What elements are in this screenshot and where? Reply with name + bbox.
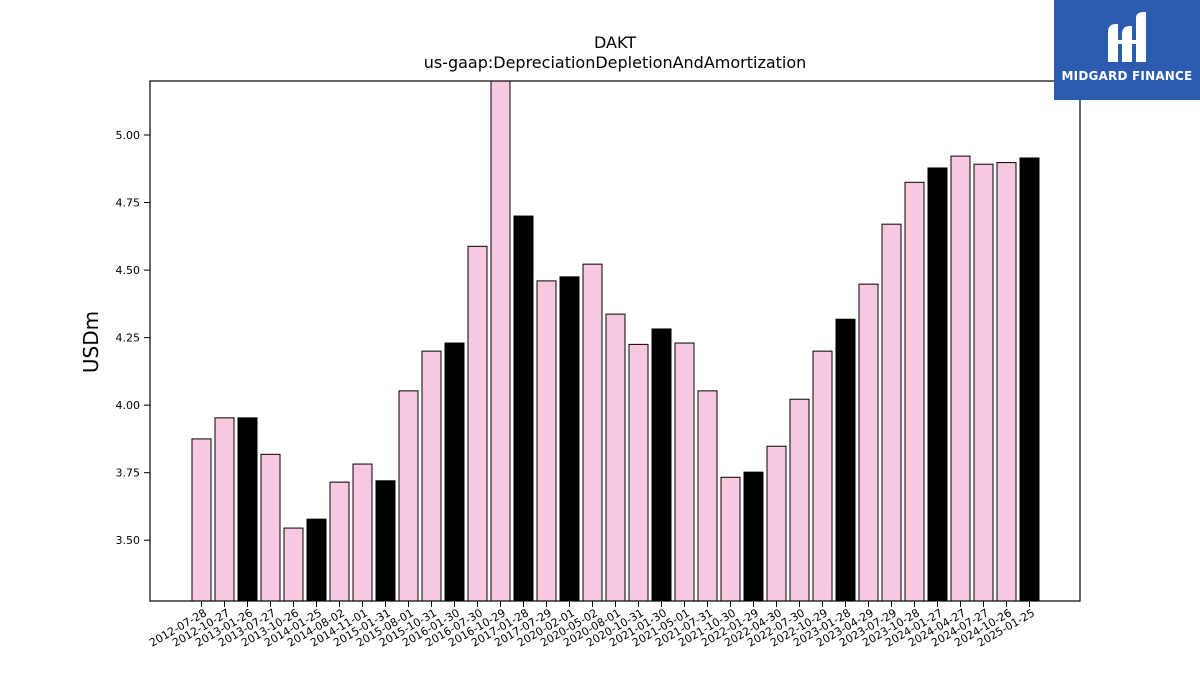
bar bbox=[812, 350, 833, 602]
bar bbox=[996, 162, 1017, 602]
bar bbox=[605, 313, 626, 602]
bar bbox=[536, 280, 557, 602]
bar bbox=[352, 463, 373, 602]
bar bbox=[674, 342, 695, 602]
bar bbox=[973, 163, 994, 602]
bar bbox=[789, 398, 810, 602]
chart-title: DAKT bbox=[594, 33, 636, 52]
brand-logo: MIDGARD FINANCE bbox=[1054, 0, 1200, 100]
bar bbox=[214, 417, 235, 602]
bar bbox=[720, 476, 741, 602]
bar bbox=[858, 283, 879, 602]
bar bbox=[191, 438, 212, 602]
y-tick-label: 4.25 bbox=[116, 332, 141, 345]
bar bbox=[582, 263, 603, 602]
bar bbox=[927, 167, 948, 602]
x-axis: 2012-07-282012-10-272013-01-262013-07-27… bbox=[147, 601, 1037, 650]
y-tick-label: 5.00 bbox=[116, 129, 141, 142]
bar bbox=[881, 223, 902, 602]
y-tick-label: 4.75 bbox=[116, 197, 141, 210]
bar bbox=[766, 445, 787, 602]
plot-frame bbox=[149, 80, 1081, 602]
y-tick-label: 3.75 bbox=[116, 467, 141, 480]
y-axis: 3.50 3.75 4.00 4.25 4.50 4.75 5.00 bbox=[116, 129, 150, 547]
bar bbox=[421, 350, 442, 602]
y-axis-label: USDm bbox=[79, 311, 103, 373]
bar bbox=[1019, 157, 1040, 602]
bar bbox=[283, 527, 304, 602]
bar bbox=[329, 481, 350, 602]
bar bbox=[697, 390, 718, 602]
bar bbox=[904, 181, 925, 602]
y-tick-label: 3.50 bbox=[116, 534, 141, 547]
bar-series bbox=[191, 80, 1040, 602]
bar bbox=[444, 342, 465, 602]
bar bbox=[237, 417, 258, 602]
bar bbox=[513, 215, 534, 602]
bar bbox=[743, 471, 764, 602]
bar bbox=[628, 343, 649, 602]
bar bbox=[398, 390, 419, 602]
bar bbox=[490, 80, 511, 602]
y-tick-label: 4.50 bbox=[116, 264, 141, 277]
bar bbox=[467, 245, 488, 602]
chart-subtitle: us-gaap:DepreciationDepletionAndAmortiza… bbox=[424, 53, 807, 72]
bar bbox=[306, 518, 327, 602]
bar bbox=[260, 453, 281, 602]
bar bbox=[950, 155, 971, 602]
bar bbox=[835, 318, 856, 602]
bar bbox=[559, 276, 580, 602]
brand-name: MIDGARD FINANCE bbox=[1061, 69, 1193, 83]
bar bbox=[375, 480, 396, 602]
y-tick-label: 4.00 bbox=[116, 399, 141, 412]
brand-mark-icon bbox=[1108, 12, 1146, 62]
bar bbox=[651, 328, 672, 602]
